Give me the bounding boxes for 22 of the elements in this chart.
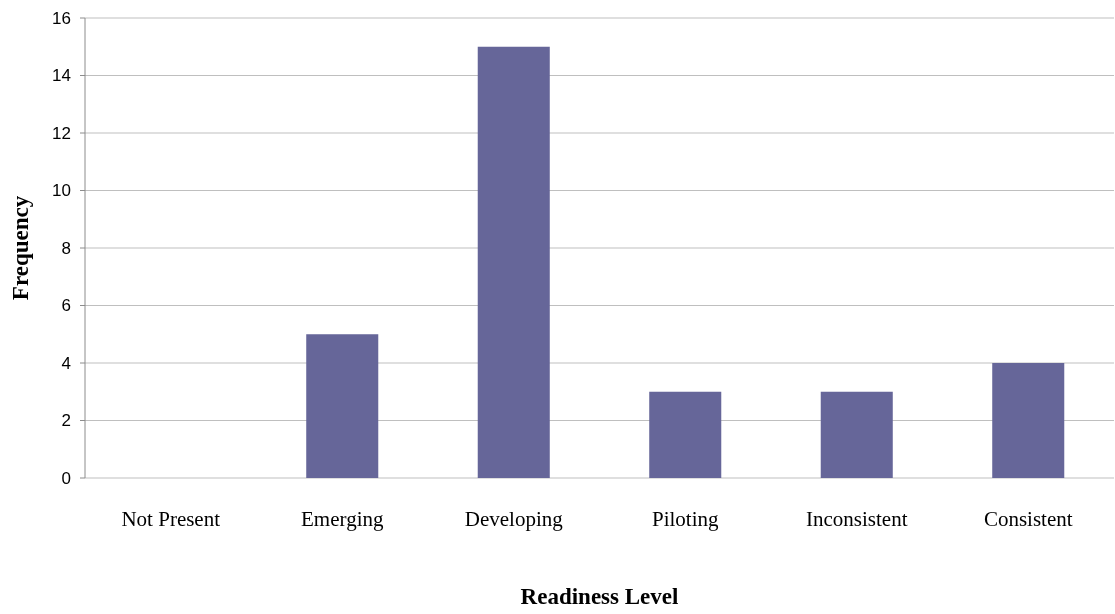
y-tick-label: 6 <box>61 296 71 316</box>
bar <box>649 391 722 478</box>
bar <box>992 363 1065 478</box>
y-tick-label: 2 <box>61 411 71 431</box>
y-tick-label: 0 <box>61 468 71 488</box>
y-tick-label: 12 <box>52 123 71 143</box>
x-tick-label: Emerging <box>301 507 384 531</box>
x-tick-label: Inconsistent <box>806 507 908 531</box>
x-tick-label: Not Present <box>121 507 221 531</box>
y-tick-label: 10 <box>52 181 71 201</box>
x-tick-label: Developing <box>464 507 564 531</box>
y-tick-label: 8 <box>61 238 71 258</box>
y-tick-label: 14 <box>52 66 71 86</box>
y-axis-title: Frequency <box>8 195 33 301</box>
bar <box>477 46 550 478</box>
y-tick-label: 4 <box>61 353 71 373</box>
y-tick-label: 16 <box>52 8 71 28</box>
bar <box>820 391 893 478</box>
x-axis-title: Readiness Level <box>520 584 679 609</box>
x-tick-label: Consistent <box>983 507 1073 531</box>
bar <box>306 334 379 478</box>
x-tick-label: Piloting <box>651 507 719 531</box>
